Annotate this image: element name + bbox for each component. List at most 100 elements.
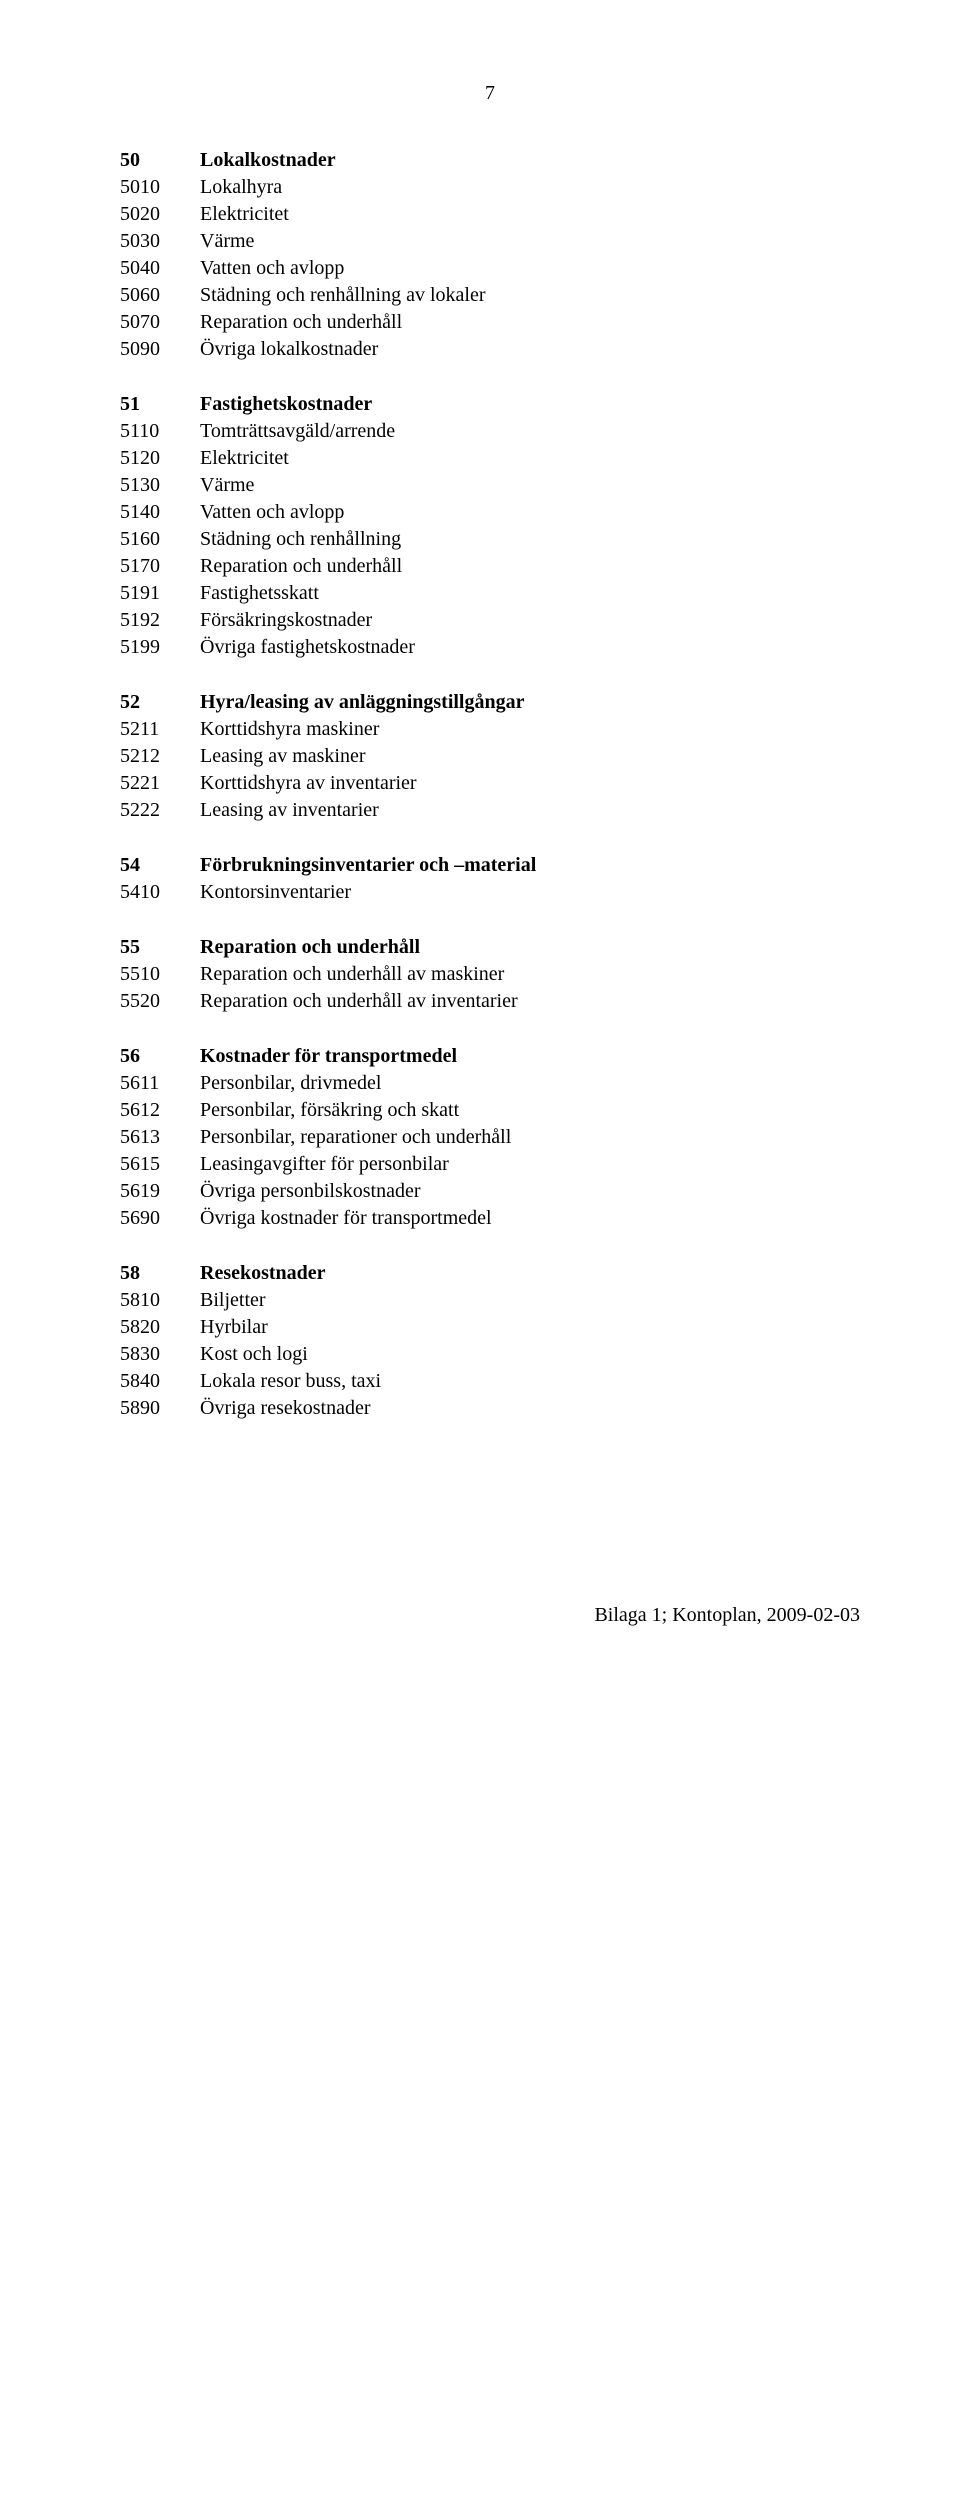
account-code: 5612 bbox=[120, 1097, 200, 1124]
section-header-code: 50 bbox=[120, 147, 200, 174]
account-code: 5830 bbox=[120, 1341, 200, 1368]
account-code: 5221 bbox=[120, 770, 200, 797]
account-label: Vatten och avlopp bbox=[200, 255, 860, 282]
account-row: 5090Övriga lokalkostnader bbox=[120, 336, 860, 363]
account-code: 5191 bbox=[120, 580, 200, 607]
account-code: 5840 bbox=[120, 1368, 200, 1395]
account-label: Leasingavgifter för personbilar bbox=[200, 1151, 860, 1178]
account-code: 5810 bbox=[120, 1287, 200, 1314]
section-header-label: Reparation och underhåll bbox=[200, 934, 860, 961]
account-code: 5192 bbox=[120, 607, 200, 634]
section-header-row: 52Hyra/leasing av anläggningstillgångar bbox=[120, 689, 860, 716]
account-label: Leasing av maskiner bbox=[200, 743, 860, 770]
section-header-label: Förbrukningsinventarier och –material bbox=[200, 852, 860, 879]
section-header-row: 55Reparation och underhåll bbox=[120, 934, 860, 961]
account-label: Personbilar, reparationer och underhåll bbox=[200, 1124, 860, 1151]
account-row: 5810Biljetter bbox=[120, 1287, 860, 1314]
account-code: 5690 bbox=[120, 1205, 200, 1232]
account-label: Elektricitet bbox=[200, 201, 860, 228]
account-row: 5830Kost och logi bbox=[120, 1341, 860, 1368]
section-header-code: 56 bbox=[120, 1043, 200, 1070]
account-code: 5060 bbox=[120, 282, 200, 309]
account-label: Reparation och underhåll bbox=[200, 309, 860, 336]
account-code: 5010 bbox=[120, 174, 200, 201]
account-row: 5170Reparation och underhåll bbox=[120, 553, 860, 580]
account-label: Reparation och underhåll av inventarier bbox=[200, 988, 860, 1015]
account-label: Övriga fastighetskostnader bbox=[200, 634, 860, 661]
account-code: 5211 bbox=[120, 716, 200, 743]
account-label: Kontorsinventarier bbox=[200, 879, 860, 906]
account-row: 5140Vatten och avlopp bbox=[120, 499, 860, 526]
account-label: Städning och renhållning av lokaler bbox=[200, 282, 860, 309]
account-code: 5890 bbox=[120, 1395, 200, 1422]
account-label: Övriga resekostnader bbox=[200, 1395, 860, 1422]
account-code: 5410 bbox=[120, 879, 200, 906]
account-row: 5510Reparation och underhåll av maskiner bbox=[120, 961, 860, 988]
account-code: 5120 bbox=[120, 445, 200, 472]
account-code: 5820 bbox=[120, 1314, 200, 1341]
account-label: Lokala resor buss, taxi bbox=[200, 1368, 860, 1395]
account-label: Övriga kostnader för transportmedel bbox=[200, 1205, 860, 1232]
account-label: Reparation och underhåll av maskiner bbox=[200, 961, 860, 988]
account-row: 5222Leasing av inventarier bbox=[120, 797, 860, 824]
account-code: 5030 bbox=[120, 228, 200, 255]
account-code: 5130 bbox=[120, 472, 200, 499]
account-label: Fastighetsskatt bbox=[200, 580, 860, 607]
account-code: 5611 bbox=[120, 1070, 200, 1097]
account-label: Korttidshyra av inventarier bbox=[200, 770, 860, 797]
account-label: Kost och logi bbox=[200, 1341, 860, 1368]
account-code: 5619 bbox=[120, 1178, 200, 1205]
account-row: 5410Kontorsinventarier bbox=[120, 879, 860, 906]
section-header-row: 51Fastighetskostnader bbox=[120, 391, 860, 418]
account-row: 5040Vatten och avlopp bbox=[120, 255, 860, 282]
section: 50Lokalkostnader5010Lokalhyra5020Elektri… bbox=[120, 147, 860, 363]
account-row: 5221Korttidshyra av inventarier bbox=[120, 770, 860, 797]
section-header-code: 55 bbox=[120, 934, 200, 961]
account-code: 5020 bbox=[120, 201, 200, 228]
account-row: 5615Leasingavgifter för personbilar bbox=[120, 1151, 860, 1178]
section-header-row: 50Lokalkostnader bbox=[120, 147, 860, 174]
account-label: Elektricitet bbox=[200, 445, 860, 472]
account-code: 5222 bbox=[120, 797, 200, 824]
account-row: 5840Lokala resor buss, taxi bbox=[120, 1368, 860, 1395]
account-row: 5612Personbilar, försäkring och skatt bbox=[120, 1097, 860, 1124]
account-row: 5160Städning och renhållning bbox=[120, 526, 860, 553]
account-code: 5613 bbox=[120, 1124, 200, 1151]
account-label: Försäkringskostnader bbox=[200, 607, 860, 634]
account-code: 5615 bbox=[120, 1151, 200, 1178]
account-code: 5199 bbox=[120, 634, 200, 661]
account-row: 5130Värme bbox=[120, 472, 860, 499]
section-header-label: Hyra/leasing av anläggningstillgångar bbox=[200, 689, 860, 716]
account-label: Övriga personbilskostnader bbox=[200, 1178, 860, 1205]
account-code: 5212 bbox=[120, 743, 200, 770]
account-code: 5170 bbox=[120, 553, 200, 580]
section-header-label: Kostnader för transportmedel bbox=[200, 1043, 860, 1070]
page-number: 7 bbox=[120, 80, 860, 107]
account-code: 5110 bbox=[120, 418, 200, 445]
account-row: 5110Tomträttsavgäld/arrende bbox=[120, 418, 860, 445]
document-content: 50Lokalkostnader5010Lokalhyra5020Elektri… bbox=[120, 147, 860, 1422]
account-row: 5199Övriga fastighetskostnader bbox=[120, 634, 860, 661]
account-row: 5611Personbilar, drivmedel bbox=[120, 1070, 860, 1097]
account-label: Lokalhyra bbox=[200, 174, 860, 201]
account-label: Leasing av inventarier bbox=[200, 797, 860, 824]
account-row: 5613Personbilar, reparationer och underh… bbox=[120, 1124, 860, 1151]
account-row: 5060Städning och renhållning av lokaler bbox=[120, 282, 860, 309]
account-code: 5070 bbox=[120, 309, 200, 336]
account-label: Biljetter bbox=[200, 1287, 860, 1314]
account-row: 5120Elektricitet bbox=[120, 445, 860, 472]
account-label: Värme bbox=[200, 228, 860, 255]
account-label: Vatten och avlopp bbox=[200, 499, 860, 526]
account-code: 5160 bbox=[120, 526, 200, 553]
account-row: 5020Elektricitet bbox=[120, 201, 860, 228]
account-code: 5140 bbox=[120, 499, 200, 526]
account-label: Tomträttsavgäld/arrende bbox=[200, 418, 860, 445]
section: 56Kostnader för transportmedel5611Person… bbox=[120, 1043, 860, 1232]
section: 54Förbrukningsinventarier och –material5… bbox=[120, 852, 860, 906]
account-code: 5090 bbox=[120, 336, 200, 363]
account-row: 5070Reparation och underhåll bbox=[120, 309, 860, 336]
account-row: 5690Övriga kostnader för transportmedel bbox=[120, 1205, 860, 1232]
footer-text: Bilaga 1; Kontoplan, 2009-02-03 bbox=[120, 1602, 860, 1629]
account-row: 5211Korttidshyra maskiner bbox=[120, 716, 860, 743]
account-label: Hyrbilar bbox=[200, 1314, 860, 1341]
